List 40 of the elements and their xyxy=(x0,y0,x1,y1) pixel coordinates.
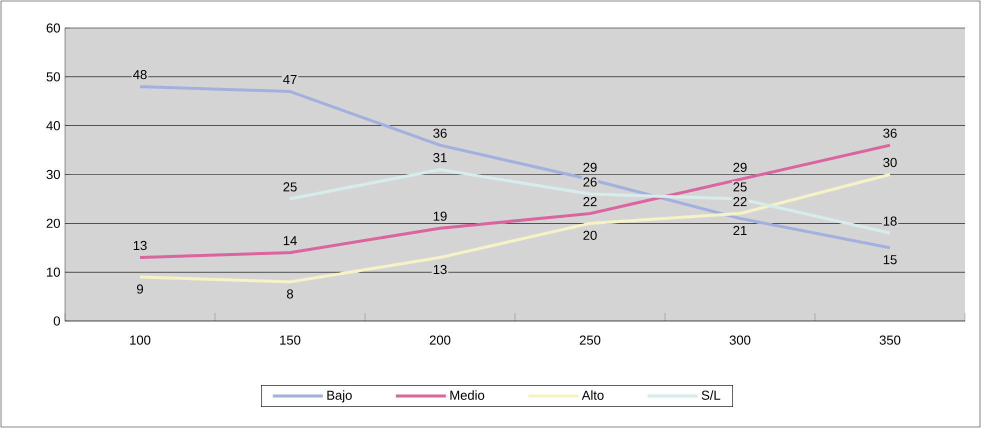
data-label: 15 xyxy=(884,255,897,264)
data-label: 36 xyxy=(433,128,447,138)
data-label: 31 xyxy=(433,153,447,162)
y-tick-label: 60 xyxy=(46,23,60,33)
data-label: 29 xyxy=(733,162,747,172)
y-tick-label: 50 xyxy=(46,72,60,82)
y-tick-label: 40 xyxy=(46,121,60,130)
legend-label: Medio xyxy=(450,390,484,400)
data-label: 20 xyxy=(583,230,597,240)
data-label: 47 xyxy=(283,75,297,84)
data-label: 25 xyxy=(283,182,297,192)
data-label: 13 xyxy=(434,264,447,274)
x-tick-label: 350 xyxy=(880,336,900,345)
data-label: 48 xyxy=(133,70,147,80)
y-tick-label: 20 xyxy=(46,218,60,228)
x-tick-label: 300 xyxy=(730,336,750,345)
data-label: 26 xyxy=(583,177,597,187)
data-label: 19 xyxy=(434,212,447,221)
data-label: 9 xyxy=(137,284,144,294)
data-label: 36 xyxy=(883,128,897,138)
data-label: 8 xyxy=(286,289,294,299)
data-label: 14 xyxy=(284,236,297,246)
data-label: 30 xyxy=(883,158,897,168)
data-label: 29 xyxy=(583,162,597,172)
y-tick-label: 0 xyxy=(54,316,60,326)
data-label: 18 xyxy=(884,216,897,226)
legend-label: S/L xyxy=(702,390,720,400)
data-label: 22 xyxy=(733,197,747,206)
x-tick-label: 250 xyxy=(580,336,600,345)
x-tick-label: 150 xyxy=(280,336,300,345)
legend-label: Bajo xyxy=(327,390,352,402)
x-tick-label: 100 xyxy=(130,336,150,345)
data-label: 13 xyxy=(134,240,147,250)
legend-label: Alto xyxy=(582,390,604,400)
y-tick-label: 30 xyxy=(46,170,60,180)
data-label: 25 xyxy=(733,182,747,192)
y-tick-label: 10 xyxy=(47,268,60,277)
data-label: 21 xyxy=(733,226,747,235)
x-tick-label: 200 xyxy=(430,336,450,345)
data-label: 22 xyxy=(583,197,597,206)
